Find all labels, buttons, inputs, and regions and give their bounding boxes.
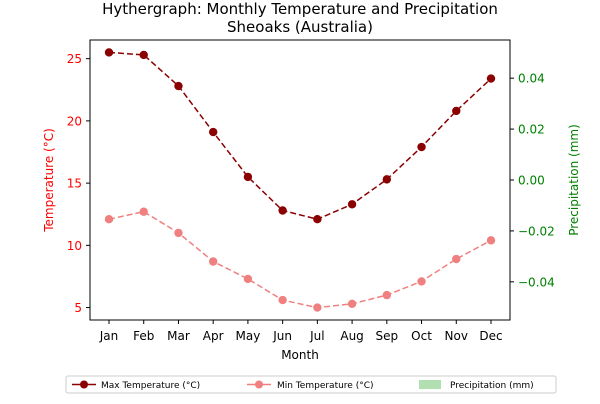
legend-min-label: Min Temperature (°C) [277, 381, 374, 391]
y-tick-label: 25 [67, 52, 82, 66]
series-point-0 [208, 127, 218, 137]
series-point-0 [243, 172, 253, 182]
series-point-1 [486, 236, 496, 245]
series-point-1 [347, 299, 357, 309]
series-point-1 [104, 215, 114, 224]
x-tick-label: Sep [376, 329, 399, 343]
series-point-0 [417, 142, 426, 152]
legend-max-marker [80, 380, 88, 389]
series-point-1 [452, 254, 461, 264]
x-axis-label: Month [281, 348, 319, 362]
series-point-1 [174, 228, 183, 238]
series-point-0 [313, 215, 322, 224]
series-point-0 [278, 206, 287, 215]
y-tick-label: 5 [74, 301, 82, 315]
x-tick-label: Aug [340, 329, 363, 343]
y-axis-left-label: Temperature (°C) [42, 128, 56, 233]
y2-tick-label: 0.00 [518, 174, 545, 188]
series-point-1 [243, 274, 253, 284]
series-point-0 [174, 81, 183, 91]
x-tick-label: Mar [167, 329, 190, 343]
legend-precip-swatch [419, 380, 441, 389]
x-tick-label: Oct [411, 329, 432, 343]
legend-max-label: Max Temperature (°C) [101, 381, 200, 391]
x-tick-label: Jun [272, 329, 292, 343]
y-axis-left: 5 10 15 20 25 [67, 52, 90, 315]
y-tick-label: 20 [67, 114, 82, 128]
x-tick-label: May [236, 329, 261, 343]
series-line-1 [108, 210, 492, 309]
legend: Max Temperature (°C) Min Temperature (°C… [65, 375, 557, 394]
series-point-1 [139, 207, 148, 216]
x-axis: Jan Feb Mar Apr May Jun Jul Aug Sep Oct Nov Dec [99, 320, 503, 343]
plot-area [89, 39, 511, 321]
x-tick-label: Feb [133, 329, 154, 343]
y-axis-right-label: Precipitation (mm) [567, 124, 581, 236]
y2-tick-label: −0.04 [518, 275, 555, 289]
y-axis-right: −0.04 −0.02 0.00 0.02 0.04 [510, 72, 555, 289]
series-point-0 [139, 50, 148, 60]
series-point-1 [313, 303, 322, 312]
x-tick-label: Dec [479, 329, 502, 343]
series-point-0 [347, 200, 357, 209]
series-point-0 [486, 74, 496, 83]
series-point-0 [382, 175, 392, 184]
y2-tick-label: 0.04 [518, 72, 545, 86]
legend-min-marker [255, 380, 263, 389]
y-tick-label: 15 [67, 177, 82, 191]
series-point-0 [104, 48, 114, 57]
chart-subtitle: Sheoaks (Australia) [227, 18, 373, 36]
y2-tick-label: −0.02 [518, 224, 555, 238]
x-tick-label: Jan [99, 329, 119, 343]
series-point-1 [278, 295, 287, 305]
y-tick-label: 10 [67, 239, 82, 253]
x-tick-label: Apr [203, 329, 224, 343]
series-group [104, 48, 496, 312]
legend-precip-label: Precipitation (mm) [450, 381, 534, 391]
series-point-0 [452, 106, 461, 116]
x-tick-label: Nov [445, 329, 468, 343]
y2-tick-label: 0.02 [518, 123, 545, 137]
x-tick-label: Jul [309, 329, 324, 343]
series-point-1 [382, 290, 392, 300]
series-point-1 [208, 257, 218, 266]
series-line-0 [108, 51, 492, 220]
chart-title: Hythergraph: Monthly Temperature and Pre… [102, 0, 498, 18]
series-point-1 [417, 277, 426, 286]
